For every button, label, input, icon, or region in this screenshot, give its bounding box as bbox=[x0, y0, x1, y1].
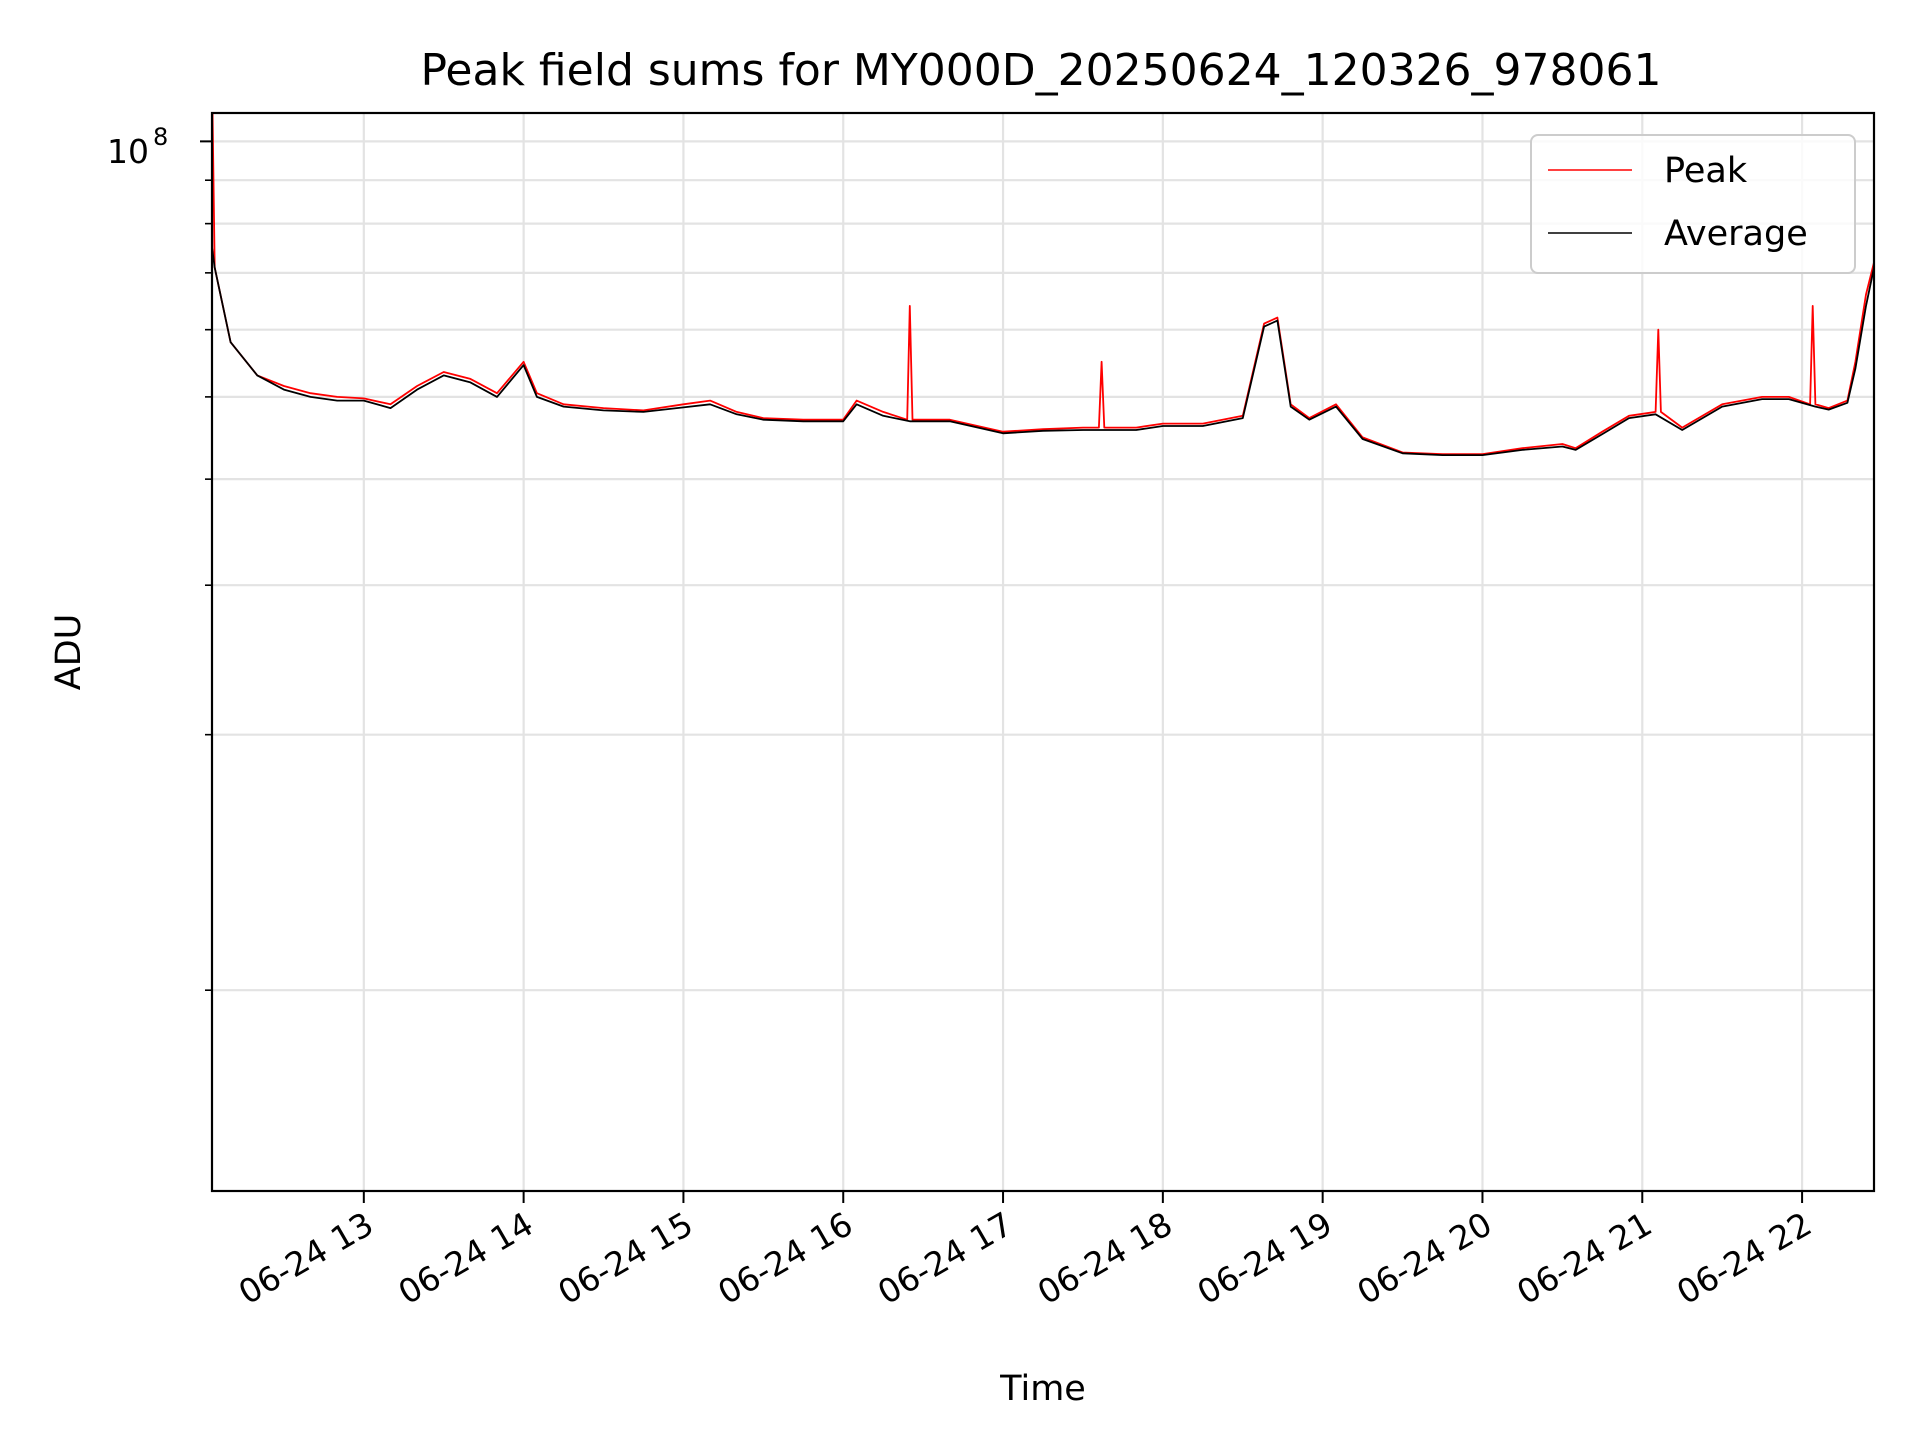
y-tick-label-base: 10 bbox=[107, 132, 149, 171]
plot-frame bbox=[210, 111, 1876, 1193]
legend-label-average: Average bbox=[1664, 214, 1808, 254]
chart-title: Peak field sums for MY000D_20250624_1203… bbox=[420, 45, 1661, 96]
y-axis: 10 8 bbox=[107, 123, 212, 991]
series-layer bbox=[212, 113, 1874, 457]
series-line-average bbox=[212, 247, 1874, 457]
grid bbox=[212, 113, 1874, 1191]
y-tick-label-exponent: 8 bbox=[153, 123, 168, 151]
legend: Peak Average bbox=[1530, 134, 1856, 274]
y-axis-label: ADU bbox=[49, 614, 89, 691]
series-line-peak bbox=[212, 113, 1874, 456]
x-axis-label: Time bbox=[999, 1369, 1086, 1409]
legend-label-peak: Peak bbox=[1664, 151, 1748, 191]
